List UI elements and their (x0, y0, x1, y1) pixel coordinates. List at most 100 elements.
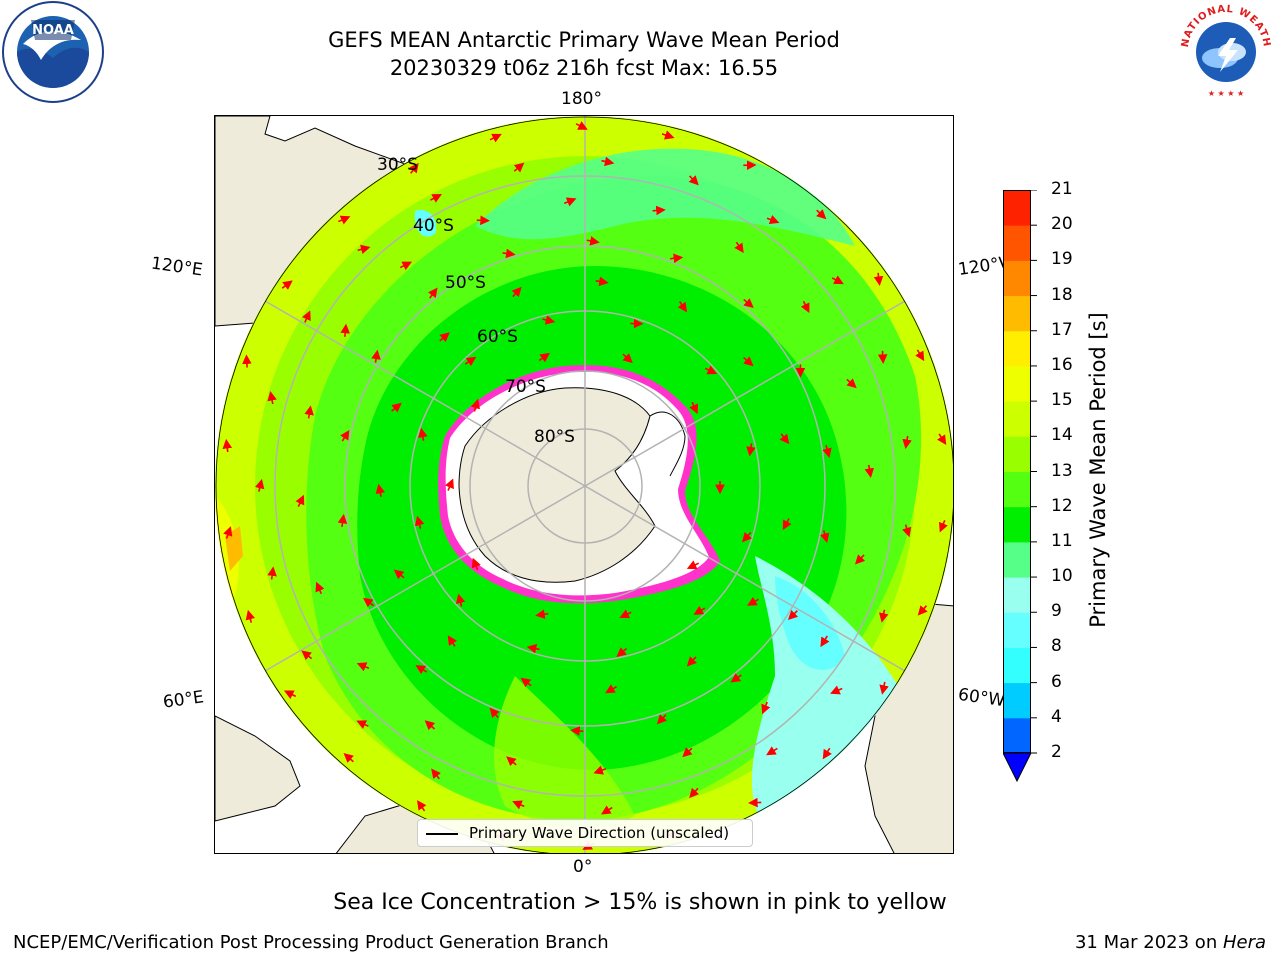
wave-arrow (526, 644, 540, 654)
wave-arrow (593, 765, 607, 775)
wave-arrow (689, 401, 698, 415)
wave-arrow (391, 402, 402, 413)
wave-arrow (255, 478, 265, 492)
wave-arrow (340, 429, 350, 442)
wave-arrow (512, 800, 525, 810)
colorbar-segment (1003, 612, 1031, 648)
wave-arrow (816, 209, 827, 220)
wave-arrow (301, 650, 313, 661)
wave-arrow (575, 121, 588, 130)
footer-host: Hera (1222, 932, 1266, 953)
wave-arrow (586, 236, 600, 246)
wave-arrow (820, 530, 830, 544)
wave-arrow (542, 315, 556, 325)
wave-arrow (831, 275, 844, 285)
colorbar (1003, 190, 1037, 783)
nws-logo: NATIONAL WEATHER SERVICE ★ ★ ★ ★ (1170, 0, 1278, 104)
svg-text:★ ★ ★ ★: ★ ★ ★ ★ (1208, 89, 1244, 98)
colorbar-title: Primary Wave Mean Period [s] (1086, 312, 1110, 628)
lon-label-60e: 60°E (161, 687, 206, 713)
colorbar-segment (1003, 365, 1031, 402)
wave-arrow (281, 280, 293, 290)
wave-arrow (766, 746, 778, 756)
colorbar-segment (1003, 647, 1031, 684)
wave-arrow (686, 656, 697, 667)
wave-arrow (362, 597, 375, 608)
colorbar-segment (1003, 225, 1031, 261)
lat-label-80s: 80°S (534, 427, 575, 447)
colorbar-segment (1003, 295, 1031, 332)
wave-arrow (470, 398, 481, 412)
wave-arrow (357, 244, 371, 255)
wave-arrow (455, 593, 466, 607)
wave-arrow (245, 609, 256, 623)
wave-arrow (222, 438, 233, 453)
lat-label-70s: 70°S (505, 377, 546, 397)
wave-arrow (937, 433, 947, 446)
wave-arrow (600, 805, 613, 815)
colorbar-tick-label: 12 (1051, 495, 1073, 516)
colorbar-tick-label: 11 (1051, 530, 1073, 551)
colorbar-tick-label: 21 (1051, 179, 1073, 199)
wave-arrow (445, 478, 454, 491)
colorbar-tick-label: 9 (1051, 601, 1062, 622)
legend-line-symbol (426, 833, 458, 835)
wave-arrow (429, 193, 443, 203)
lon-label-180: 180° (561, 89, 602, 109)
wave-arrow (563, 197, 577, 207)
wave-arrow (682, 747, 693, 758)
colorbar-tick-label: 2 (1051, 742, 1062, 762)
colorbar-segment (1003, 577, 1031, 613)
colorbar-tick-label: 13 (1051, 460, 1073, 481)
wave-arrow (356, 662, 370, 672)
wave-arrow (267, 391, 277, 405)
wave-arrow (734, 241, 744, 254)
lat-label-50s: 50°S (445, 273, 486, 293)
wave-arrow (877, 350, 888, 364)
chart-subtitle: 20230329 t06z 216h fcst Max: 16.55 (389, 56, 779, 80)
colorbar-segment (1003, 471, 1031, 508)
colorbar-tick-label: 16 (1051, 354, 1073, 375)
wave-arrow (471, 557, 481, 571)
wave-arrow (622, 353, 633, 364)
footer-date-text: 31 Mar 2023 on (1074, 932, 1223, 953)
wave-arrow (447, 635, 457, 647)
wave-arrow (375, 483, 386, 497)
lon-label-120e: 120°E (149, 253, 204, 281)
wave-arrow (830, 685, 843, 695)
wave-arrow (267, 566, 277, 580)
wave-arrow (223, 526, 233, 539)
wave-arrow (800, 300, 810, 314)
colorbar-tick-label: 20 (1051, 214, 1073, 235)
wave-arrow (242, 354, 252, 368)
wave-arrow (464, 356, 477, 367)
wave-arrow (393, 569, 405, 580)
wave-arrow (938, 520, 948, 533)
wave-arrow (538, 352, 550, 363)
wave-arrow (902, 524, 912, 538)
wave-arrow (766, 215, 780, 225)
wave-arrow (743, 356, 754, 367)
lat-label-30s: 30°S (377, 155, 418, 175)
wave-arrow (439, 332, 450, 343)
wave-arrow (337, 513, 348, 527)
wave-arrow (414, 515, 425, 529)
wave-arrow (747, 596, 759, 606)
wave-arrow (502, 248, 516, 259)
wave-arrow (820, 635, 830, 648)
noaa-logo: NOAA (1, 0, 105, 104)
wave-arrow (669, 253, 684, 264)
wave-arrow (295, 494, 305, 507)
colorbar-tick-label: 15 (1051, 390, 1073, 411)
map-legend: Primary Wave Direction (unscaled) (417, 819, 753, 847)
wave-arrow (343, 752, 354, 763)
wave-arrow (424, 720, 436, 731)
wave-arrow (656, 714, 667, 725)
wave-arrow (879, 681, 889, 695)
colorbar-segment (1003, 506, 1031, 543)
wave-arrow (864, 464, 875, 478)
colorbar-tick-label: 17 (1051, 319, 1073, 340)
wave-arrow (409, 162, 419, 174)
wave-arrow (511, 286, 522, 298)
footer-date: 31 Mar 2023 on Hera (1075, 932, 1266, 953)
